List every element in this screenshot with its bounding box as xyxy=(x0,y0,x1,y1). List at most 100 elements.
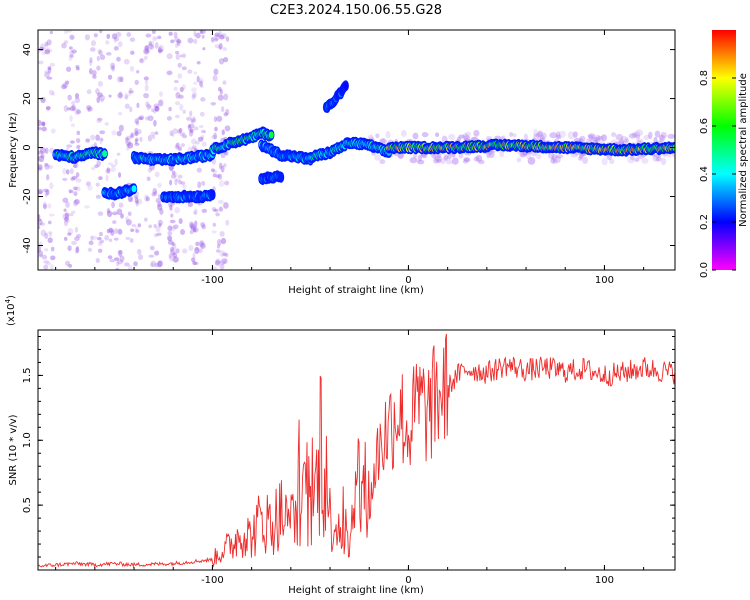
noise-speckle xyxy=(201,224,206,230)
noise-speckle xyxy=(190,119,195,124)
noise-speckle xyxy=(65,260,71,267)
noise-speckle xyxy=(158,44,164,52)
noise-speckle xyxy=(125,219,132,226)
noise-speckle xyxy=(136,102,140,108)
noise-speckle xyxy=(182,53,187,59)
noise-speckle xyxy=(38,254,44,258)
noise-speckle xyxy=(69,168,74,175)
noise-speckle xyxy=(212,74,218,82)
noise-speckle xyxy=(167,201,173,208)
noise-speckle xyxy=(154,131,159,135)
y-tick-label: -40 xyxy=(22,237,33,253)
noise-speckle xyxy=(123,58,130,65)
noise-speckle xyxy=(166,116,172,121)
noise-speckle xyxy=(113,228,119,234)
noise-speckle xyxy=(144,116,150,121)
noise-speckle xyxy=(129,197,134,202)
colorbar-tick-label: 0.8 xyxy=(699,70,710,86)
noise-speckle xyxy=(641,158,649,164)
noise-speckle xyxy=(38,164,43,170)
noise-speckle xyxy=(47,220,52,225)
noise-speckle xyxy=(64,219,70,223)
noise-speckle xyxy=(197,181,202,189)
noise-speckle xyxy=(190,225,194,231)
noise-speckle xyxy=(213,68,219,76)
noise-speckle xyxy=(151,135,156,140)
noise-speckle xyxy=(473,129,480,137)
noise-speckle xyxy=(170,39,175,44)
noise-speckle xyxy=(134,127,139,133)
noise-speckle xyxy=(192,261,197,266)
noise-speckle xyxy=(84,205,91,209)
noise-speckle xyxy=(536,153,542,160)
noise-speckle xyxy=(631,132,637,138)
noise-speckle xyxy=(117,76,124,83)
noise-speckle xyxy=(196,60,201,65)
noise-speckle xyxy=(87,185,93,191)
noise-speckle xyxy=(43,188,49,192)
noise-speckle xyxy=(108,94,112,98)
noise-speckle xyxy=(126,32,132,37)
noise-speckle xyxy=(71,240,77,246)
noise-speckle xyxy=(117,259,124,265)
noise-speckle xyxy=(218,42,223,50)
noise-speckle xyxy=(440,158,446,165)
noise-speckle xyxy=(601,157,608,166)
noise-speckle xyxy=(153,190,158,197)
y-tick-label: 20 xyxy=(22,92,33,105)
noise-speckle xyxy=(138,58,145,64)
noise-speckle xyxy=(220,106,225,113)
noise-speckle xyxy=(43,264,49,270)
noise-speckle xyxy=(189,110,193,117)
noise-speckle xyxy=(40,229,47,237)
noise-speckle xyxy=(153,223,157,229)
noise-speckle xyxy=(420,153,427,159)
noise-speckle xyxy=(199,240,205,247)
noise-speckle xyxy=(112,220,117,224)
noise-speckle xyxy=(147,47,153,51)
figure-title: C2E3.2024.150.06.55.G28 xyxy=(270,3,442,18)
noise-speckle xyxy=(74,198,80,205)
noise-speckle xyxy=(64,212,70,219)
noise-speckle xyxy=(175,101,181,106)
colorbar-ticks: 0.0 0.2 0.4 0.6 0.8 xyxy=(699,70,736,278)
noise-speckle xyxy=(168,31,173,36)
noise-speckle xyxy=(73,186,78,191)
noise-speckle xyxy=(74,108,80,116)
noise-speckle xyxy=(200,97,206,102)
noise-speckle xyxy=(158,223,162,228)
noise-speckle xyxy=(49,30,53,35)
spectrogram-data xyxy=(38,30,675,270)
noise-speckle xyxy=(192,116,196,122)
noise-speckle xyxy=(193,220,198,228)
noise-speckle xyxy=(216,244,221,249)
noise-speckle xyxy=(157,194,161,199)
y-tick-label: 0 xyxy=(22,144,33,150)
noise-speckle xyxy=(212,173,217,178)
noise-speckle xyxy=(595,134,601,142)
noise-speckle xyxy=(41,254,48,260)
noise-speckle xyxy=(213,116,218,123)
noise-speckle xyxy=(201,129,206,134)
noise-speckle xyxy=(170,251,176,256)
noise-speckle xyxy=(137,248,142,255)
noise-speckle xyxy=(555,155,561,163)
noise-speckle xyxy=(68,188,72,194)
noise-speckle xyxy=(113,46,119,51)
noise-speckle xyxy=(38,127,42,131)
noise-speckle xyxy=(214,260,221,266)
noise-speckle xyxy=(488,150,495,159)
noise-speckle xyxy=(67,94,72,101)
noise-speckle xyxy=(68,57,73,61)
noise-speckle xyxy=(194,246,199,251)
noise-speckle xyxy=(175,248,180,254)
noise-speckle xyxy=(40,43,46,51)
noise-speckle xyxy=(217,45,222,50)
noise-speckle xyxy=(44,162,49,167)
noise-speckle xyxy=(550,156,556,164)
noise-speckle xyxy=(38,245,41,253)
noise-speckle xyxy=(516,157,522,163)
noise-speckle xyxy=(159,208,164,215)
noise-speckle xyxy=(69,115,73,122)
noise-speckle xyxy=(635,129,644,137)
